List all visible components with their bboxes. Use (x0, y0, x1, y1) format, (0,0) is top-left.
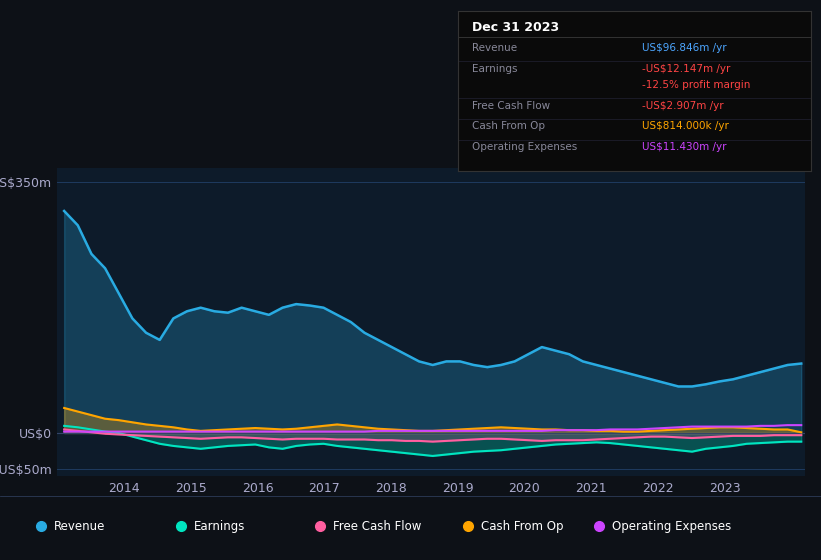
Text: -US$12.147m /yr: -US$12.147m /yr (642, 64, 730, 74)
Text: Earnings: Earnings (194, 520, 245, 533)
Text: Operating Expenses: Operating Expenses (612, 520, 732, 533)
Text: Operating Expenses: Operating Expenses (472, 142, 577, 152)
Text: Revenue: Revenue (54, 520, 106, 533)
Text: Free Cash Flow: Free Cash Flow (472, 101, 550, 110)
Text: Revenue: Revenue (472, 43, 517, 53)
Text: US$96.846m /yr: US$96.846m /yr (642, 43, 727, 53)
Text: Dec 31 2023: Dec 31 2023 (472, 21, 559, 34)
Text: -US$2.907m /yr: -US$2.907m /yr (642, 101, 723, 110)
Text: US$11.430m /yr: US$11.430m /yr (642, 142, 727, 152)
Text: Cash From Op: Cash From Op (472, 122, 545, 132)
Text: US$814.000k /yr: US$814.000k /yr (642, 122, 728, 132)
Text: Cash From Op: Cash From Op (481, 520, 563, 533)
Text: Earnings: Earnings (472, 64, 518, 74)
Text: -12.5% profit margin: -12.5% profit margin (642, 80, 750, 90)
Text: Free Cash Flow: Free Cash Flow (333, 520, 422, 533)
